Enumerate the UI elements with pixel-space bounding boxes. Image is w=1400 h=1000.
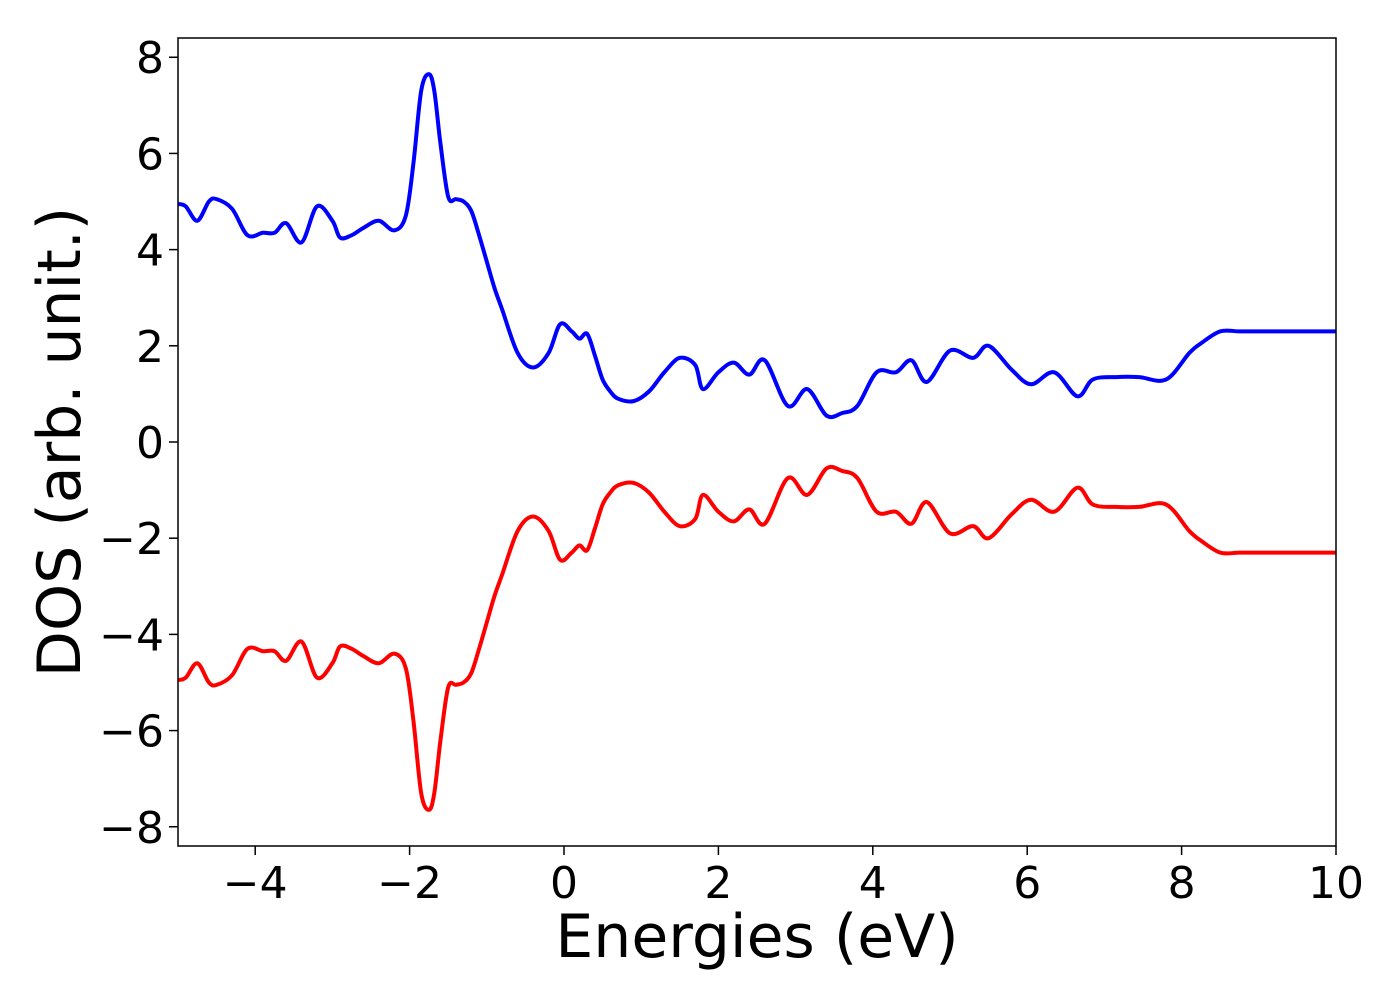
y-tick-label: 0	[136, 418, 164, 469]
series-line-red	[178, 464, 1336, 812]
x-tick-label: −2	[377, 858, 442, 909]
series-line-blue	[178, 72, 1336, 420]
y-tick-label: 8	[136, 33, 164, 84]
y-tick-label: −8	[99, 803, 164, 854]
y-axis-label: DOS (arb. unit.)	[25, 207, 95, 677]
x-axis: −4 −2 0 2 4 6 8 10	[223, 846, 1364, 909]
x-tick-label: 4	[859, 858, 887, 909]
x-axis-label: Energies (eV)	[555, 902, 958, 972]
x-tick-label: 2	[704, 858, 732, 909]
y-tick-label: 6	[136, 129, 164, 180]
y-tick-label: −6	[99, 707, 164, 758]
x-tick-label: −4	[223, 858, 288, 909]
x-tick-label: 10	[1308, 858, 1364, 909]
plot-frame	[177, 37, 1337, 847]
y-axis: −8 −6 −4 −2 0 2 4 6 8	[99, 33, 178, 854]
y-tick-label: 4	[136, 226, 164, 277]
x-tick-label: 0	[550, 858, 578, 909]
x-tick-label: 6	[1013, 858, 1041, 909]
y-tick-label: 2	[136, 322, 164, 373]
x-tick-label: 8	[1168, 858, 1196, 909]
series-layer	[178, 72, 1336, 812]
y-tick-label: −2	[99, 514, 164, 565]
y-tick-label: −4	[99, 610, 164, 661]
